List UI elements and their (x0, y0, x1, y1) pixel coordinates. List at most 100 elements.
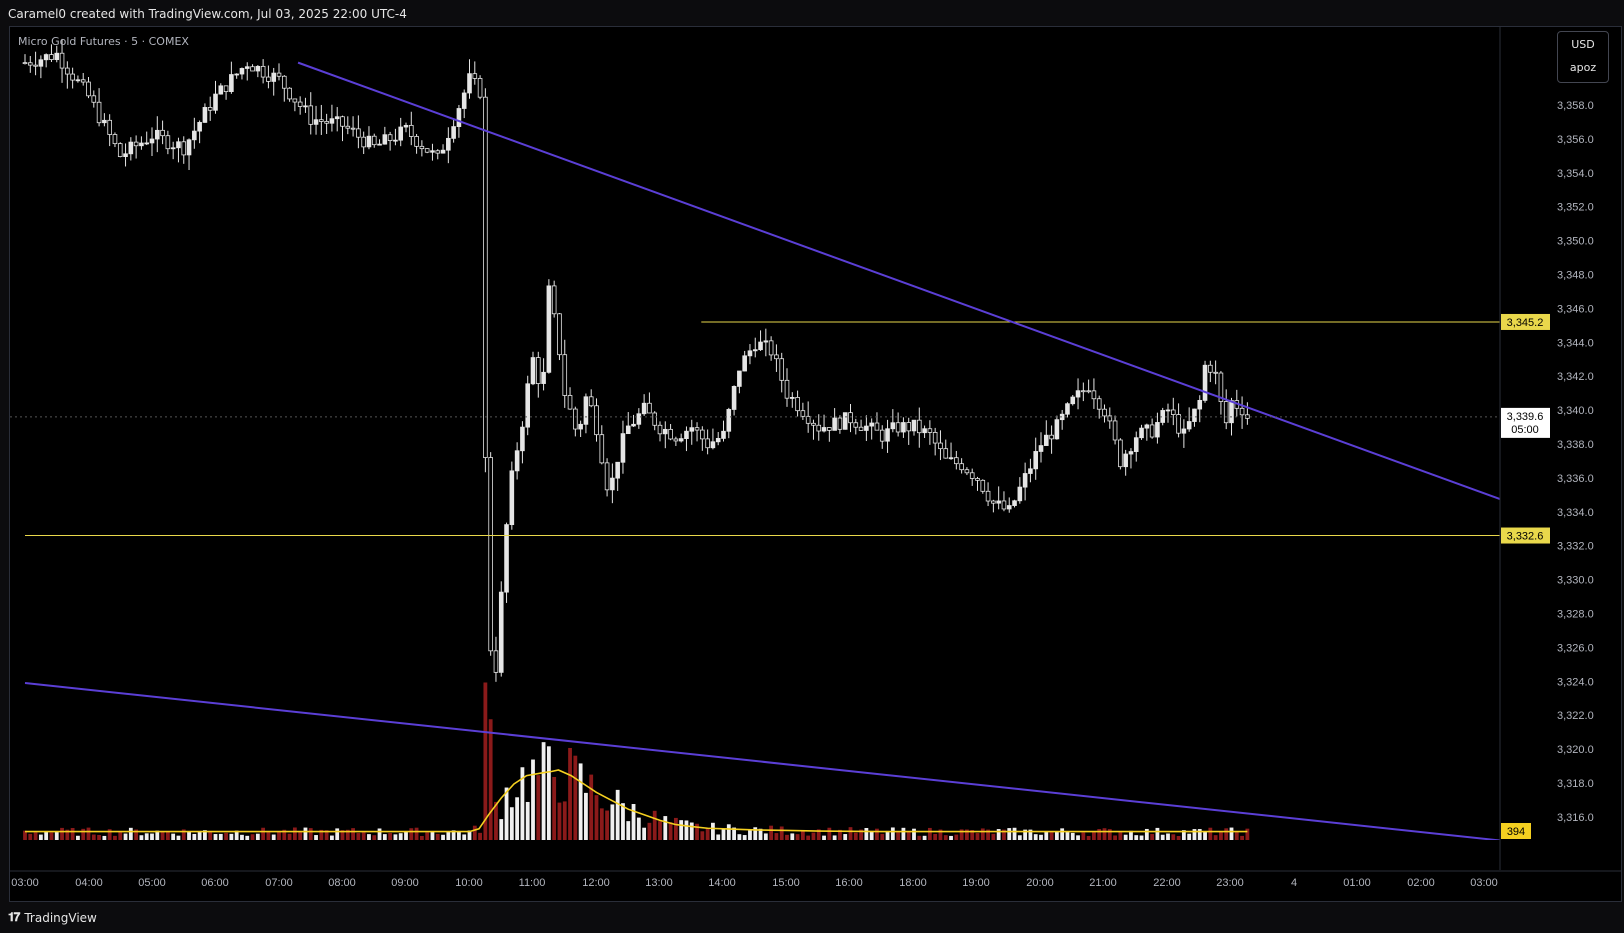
volume-bar (779, 826, 784, 840)
candle-body (461, 92, 467, 109)
tradingview-brand[interactable]: 𝟏𝟕 TradingView (8, 910, 97, 925)
candle-body (774, 354, 779, 360)
x-tick-label: 04:00 (75, 877, 103, 889)
volume-bar (795, 834, 800, 840)
candle-body (345, 125, 351, 129)
footer-bar: 𝟏𝟕 TradingView (0, 902, 1624, 933)
volume-bar (1060, 828, 1065, 840)
y-tick-label: 3,346.0 (1557, 303, 1594, 315)
candle-body (768, 340, 774, 356)
volume-bar (843, 834, 848, 840)
candle-body (181, 141, 187, 156)
candle-body (805, 415, 811, 424)
volume-bar (1155, 827, 1160, 840)
candle-body (1086, 390, 1091, 393)
y-tick-label: 3,316.0 (1557, 812, 1594, 824)
volume-bar (155, 830, 160, 840)
candle-body (721, 430, 726, 439)
candle-body (27, 62, 33, 66)
candle-body (1081, 390, 1086, 393)
candle-body (1049, 434, 1054, 440)
candle-body (535, 357, 541, 384)
volume-value-badge-text: 394 (1507, 826, 1525, 838)
chart-pane[interactable] (9, 26, 1622, 902)
x-tick-label: 05:00 (138, 877, 166, 889)
candle-body (520, 426, 525, 452)
candle-body (59, 52, 65, 69)
volume-bar (679, 820, 684, 840)
volume-bar (1234, 832, 1239, 840)
volume-bar (684, 820, 689, 840)
volume-bar (150, 833, 154, 840)
volume-bar (673, 817, 678, 840)
volume-bar (382, 834, 387, 840)
currency-unit-selector[interactable]: USD apoz (1557, 31, 1609, 83)
candle-body (631, 423, 636, 427)
candle-body (885, 428, 890, 442)
candle-body (54, 52, 60, 61)
candle-body (202, 107, 208, 123)
candle-body (842, 412, 848, 430)
volume-bar (1181, 830, 1186, 840)
volume-bar (790, 833, 795, 840)
y-tick-label: 3,322.0 (1557, 710, 1594, 722)
volume-bar (70, 827, 75, 840)
candle-body (715, 438, 721, 443)
volume-bar (515, 797, 520, 840)
volume-bar (1224, 828, 1229, 840)
candle-body (260, 65, 266, 78)
candle-body (588, 396, 594, 407)
volume-bar (732, 827, 736, 840)
candle-body (281, 75, 287, 89)
volume-bar (1097, 829, 1102, 840)
volume-bar (599, 808, 604, 840)
volume-bar (118, 831, 123, 840)
volume-bar (1113, 835, 1117, 840)
volume-bar (959, 829, 964, 840)
candle-body (668, 428, 673, 440)
volume-bar (49, 832, 54, 840)
candle-body (1054, 419, 1060, 440)
candle-body (509, 470, 515, 526)
volume-bar (769, 825, 774, 840)
candle-body (1075, 390, 1081, 398)
candle-body (821, 427, 827, 432)
volume-bar (245, 835, 250, 840)
candle-body (906, 422, 912, 432)
candle-body (858, 426, 864, 431)
volume-bar (1208, 827, 1213, 840)
volume-bar (965, 829, 969, 840)
volume-bar (901, 827, 906, 840)
candle-body (308, 105, 314, 125)
volume-bar (980, 828, 985, 840)
candle-body (65, 67, 70, 75)
volume-bar (885, 830, 890, 840)
volume-bar (478, 832, 482, 840)
candle-body (213, 93, 218, 111)
symbol-label[interactable]: Micro Gold Futures · 5 · COMEX (18, 35, 189, 48)
candle-body (504, 524, 509, 593)
candle-body (874, 422, 880, 431)
volume-bar (1213, 835, 1218, 840)
candle-body (419, 145, 425, 150)
candle-body (747, 350, 753, 357)
candle-body (652, 412, 658, 426)
volume-bar (54, 831, 59, 840)
volume-bar (626, 821, 631, 840)
candle-body (837, 417, 843, 430)
level-price-badge-text: 3,332.6 (1507, 531, 1544, 543)
candle-body (1102, 408, 1107, 417)
volume-bar (255, 833, 260, 840)
y-tick-label: 3,338.0 (1557, 439, 1594, 451)
volume-bar (573, 755, 578, 840)
candle-body (22, 62, 28, 65)
candle-body (297, 101, 303, 107)
candle-body (96, 101, 102, 124)
candle-body (91, 95, 97, 103)
candle-body (176, 141, 181, 149)
volume-bar (176, 835, 181, 840)
volume-bar (658, 821, 662, 840)
candle-body (911, 419, 917, 432)
volume-bar (525, 801, 530, 840)
